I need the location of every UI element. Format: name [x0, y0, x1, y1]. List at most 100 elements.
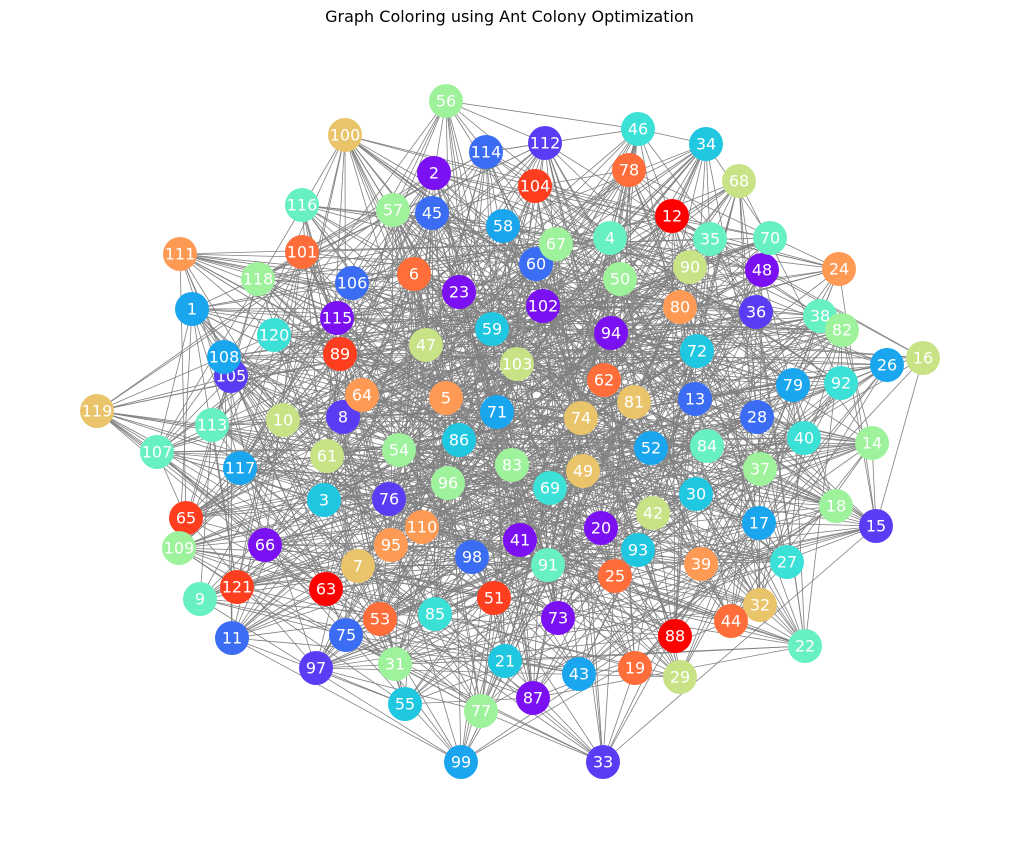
edge — [223, 356, 639, 551]
edge — [841, 329, 877, 527]
node-label: 13 — [685, 390, 705, 409]
node-circle — [564, 401, 598, 435]
node-circle — [374, 528, 408, 562]
edge — [315, 442, 873, 669]
edge — [758, 522, 877, 527]
graph-node: 32 — [743, 588, 777, 622]
node-circle — [870, 348, 904, 382]
graph-node: 41 — [503, 523, 537, 557]
edge — [485, 151, 537, 265]
edge — [460, 505, 837, 763]
node-label: 121 — [222, 578, 253, 597]
edge — [379, 618, 482, 712]
graph-node: 19 — [618, 651, 652, 685]
node-label: 32 — [750, 596, 770, 615]
graph-node: 16 — [906, 341, 940, 375]
edge — [178, 547, 436, 615]
node-label: 111 — [165, 245, 196, 264]
node-circle — [655, 199, 689, 233]
node-label: 19 — [625, 659, 645, 678]
graph-node: 91 — [531, 548, 565, 582]
node-label: 40 — [794, 429, 814, 448]
graph-node: 113 — [195, 408, 229, 442]
node-label: 69 — [540, 479, 560, 498]
node-label: 43 — [569, 665, 589, 684]
node-label: 101 — [287, 243, 318, 262]
node-label: 74 — [571, 409, 591, 428]
graph-node: 99 — [444, 745, 478, 779]
graph-node: 118 — [241, 262, 275, 296]
node-label: 95 — [381, 536, 401, 555]
graph-node: 42 — [636, 496, 670, 530]
edge — [413, 273, 423, 528]
edge — [578, 311, 757, 675]
node-label: 77 — [471, 702, 491, 721]
node-circle — [612, 153, 646, 187]
node-circle — [743, 588, 777, 622]
graph-node: 6 — [397, 257, 431, 291]
graph-node: 83 — [495, 448, 529, 482]
node-label: 110 — [407, 518, 438, 537]
edge — [628, 169, 757, 313]
graph-node: 4 — [593, 221, 627, 255]
node-label: 79 — [783, 376, 803, 395]
edge — [534, 185, 771, 239]
graph-node: 13 — [678, 382, 712, 416]
node-label: 62 — [594, 371, 614, 390]
node-circle — [603, 262, 637, 296]
edge — [504, 660, 604, 763]
graph-node: 96 — [431, 466, 465, 500]
node-label: 84 — [697, 437, 717, 456]
edge — [96, 334, 275, 412]
node-circle — [429, 84, 463, 118]
graph-node: 114 — [469, 135, 503, 169]
edge — [458, 437, 805, 441]
node-circle — [455, 540, 489, 574]
node-label: 75 — [336, 626, 356, 645]
node-label: 57 — [383, 201, 403, 220]
graph-node: 80 — [663, 290, 697, 324]
edge — [447, 332, 612, 484]
edge — [315, 185, 536, 669]
node-label: 42 — [643, 504, 663, 523]
graph-node: 3 — [307, 483, 341, 517]
node-label: 29 — [670, 668, 690, 687]
node-circle — [621, 533, 655, 567]
edge — [600, 401, 635, 529]
node-label: 23 — [449, 283, 469, 302]
edge — [392, 100, 447, 211]
node-circle — [680, 334, 714, 368]
graph-node: 43 — [562, 657, 596, 691]
graph-node: 55 — [388, 687, 422, 721]
edge — [758, 315, 821, 524]
edge — [730, 364, 888, 622]
edge — [614, 575, 732, 622]
edge — [392, 209, 423, 528]
node-circle — [326, 400, 360, 434]
graph-node: 106 — [335, 266, 369, 300]
node-label: 8 — [338, 408, 348, 427]
edge — [239, 363, 518, 469]
graph-node: 66 — [248, 528, 282, 562]
node-circle — [363, 602, 397, 636]
graph-node: 109 — [162, 531, 196, 565]
node-label: 6 — [409, 265, 419, 284]
node-label: 51 — [484, 589, 504, 608]
node-circle — [621, 112, 655, 146]
graph-node: 97 — [299, 651, 333, 685]
graph-node: 98 — [455, 540, 489, 574]
edge — [156, 451, 266, 546]
node-label: 108 — [209, 348, 240, 367]
edge — [211, 317, 338, 426]
graph-node: 74 — [564, 401, 598, 435]
edge — [273, 334, 888, 366]
edge — [628, 169, 763, 271]
edge — [674, 364, 888, 637]
graph-node: 50 — [603, 262, 637, 296]
node-label: 3 — [319, 491, 329, 510]
node-label: 11 — [222, 629, 242, 648]
edge — [273, 305, 544, 336]
node-label: 2 — [429, 164, 439, 183]
edge — [619, 278, 821, 317]
edge — [185, 344, 427, 519]
